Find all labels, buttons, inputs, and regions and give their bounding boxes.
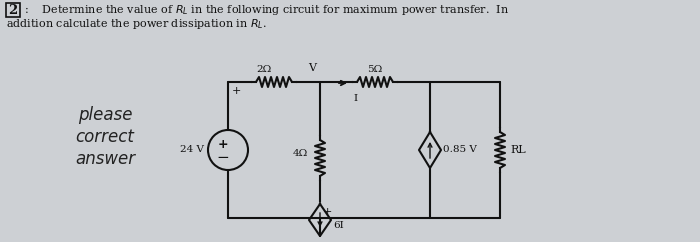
Text: I: I bbox=[354, 94, 358, 103]
Text: 0.85 V: 0.85 V bbox=[443, 145, 477, 154]
Text: please: please bbox=[78, 106, 132, 124]
Text: :    Determine the value of $R_L$ in the following circuit for maximum power tra: : Determine the value of $R_L$ in the fo… bbox=[24, 3, 509, 17]
Text: 5Ω: 5Ω bbox=[368, 65, 383, 74]
Text: 2: 2 bbox=[8, 3, 17, 16]
Text: addition calculate the power dissipation in $R_L$.: addition calculate the power dissipation… bbox=[6, 17, 267, 31]
Text: 24 V: 24 V bbox=[180, 145, 204, 154]
Text: correct: correct bbox=[76, 128, 134, 146]
Text: V: V bbox=[308, 63, 316, 73]
Text: +: + bbox=[323, 207, 332, 217]
Text: RL: RL bbox=[510, 145, 526, 155]
FancyBboxPatch shape bbox=[6, 2, 20, 16]
Text: answer: answer bbox=[75, 150, 135, 168]
Text: 4Ω: 4Ω bbox=[293, 149, 308, 158]
Text: 2Ω: 2Ω bbox=[256, 65, 272, 74]
Text: 6I: 6I bbox=[333, 220, 344, 229]
Text: +: + bbox=[218, 137, 228, 151]
Text: −: − bbox=[216, 150, 230, 165]
Text: +: + bbox=[232, 86, 242, 96]
